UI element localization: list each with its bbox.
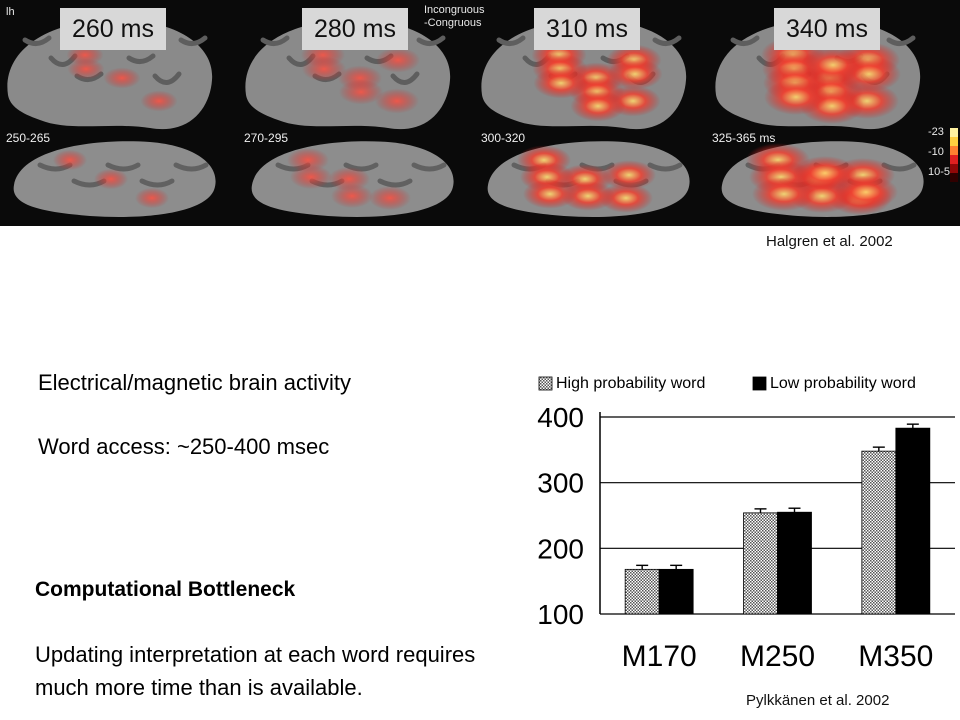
time-badge-260: 260 ms xyxy=(60,8,166,50)
y-tick-label-400: 400 xyxy=(537,402,584,433)
x-tick-label-M170: M170 xyxy=(622,640,697,673)
y-tick-label-100: 100 xyxy=(537,599,584,630)
brain-maps-graphic xyxy=(7,19,958,217)
range-label-3: 300-320 xyxy=(481,131,526,145)
legend-swatch-1 xyxy=(538,376,553,391)
range-label-4: 325-365 ms xyxy=(712,131,776,145)
bar-M250-high xyxy=(743,512,778,615)
scale-label-top: -23 xyxy=(928,126,944,138)
bar-M170-high xyxy=(624,568,660,615)
y-tick-label-200: 200 xyxy=(537,533,584,564)
time-badge-310: 310 ms xyxy=(534,8,640,50)
bottleneck-body-line2: much more time than is available. xyxy=(35,675,363,700)
hemisphere-label: lh xyxy=(6,6,15,18)
bar-M170-low xyxy=(658,568,694,615)
contrast-label: Incongruous -Congruous xyxy=(424,4,485,29)
brain-citation: Halgren et al. 2002 xyxy=(766,233,893,250)
range-label-1: 250-265 xyxy=(6,131,51,145)
bar-M350-high xyxy=(861,450,897,615)
bottleneck-title: Computational Bottleneck xyxy=(35,578,296,601)
legend-label-2: Low probability word xyxy=(770,375,916,392)
bar-M250-low xyxy=(777,511,812,615)
time-badge-340: 340 ms xyxy=(774,8,880,50)
word-access-text: Word access: ~250-400 msec xyxy=(38,434,330,459)
scale-label-bottom: 10-5 xyxy=(928,166,951,178)
bottleneck-body-line1: Updating interpretation at each word req… xyxy=(35,642,476,667)
legend-swatch-2 xyxy=(752,376,767,391)
time-badge-280: 280 ms xyxy=(302,8,408,50)
brain-ventral-view-4 xyxy=(721,141,924,217)
scale-label-mid: -10 xyxy=(928,146,944,158)
chart-citation: Pylkkänen et al. 2002 xyxy=(746,692,890,709)
x-tick-label-M350: M350 xyxy=(858,640,933,673)
bar-chart: High probability word Low probability wor… xyxy=(537,375,955,673)
color-scale-bar xyxy=(950,128,958,182)
x-tick-label-M250: M250 xyxy=(740,640,815,673)
activity-heading: Electrical/magnetic brain activity xyxy=(38,370,352,395)
legend-label-1: High probability word xyxy=(556,375,705,392)
range-label-2: 270-295 xyxy=(244,131,289,145)
y-tick-label-300: 300 xyxy=(537,468,584,499)
bar-M350-low xyxy=(895,427,931,615)
brain-ventral-view-2 xyxy=(251,141,454,217)
brain-ventral-view-3 xyxy=(487,141,690,217)
brain-ventral-view-1 xyxy=(13,141,216,217)
brain-activation-figure: lh Incongruous -Congruous 260 ms 280 ms … xyxy=(0,0,960,226)
